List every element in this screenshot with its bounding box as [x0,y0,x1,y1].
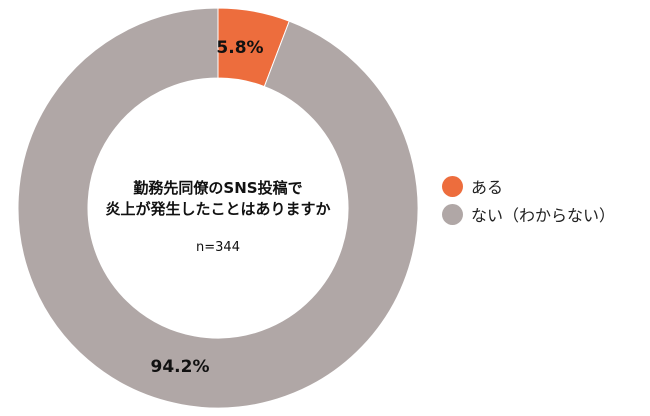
legend: ある ない（わからない） [442,172,615,228]
legend-label: ある [471,178,504,197]
data-label-0: 5.8% [216,38,263,58]
legend-item-yes: ある [442,172,615,200]
donut-slice-1 [17,7,419,409]
sample-size: n=344 [196,240,240,255]
chart-title-line-2: 炎上が発生したことはありますか [105,200,331,218]
legend-label: ない（わからない） [471,206,616,225]
chart-title: 勤務先同僚のSNS投稿で 炎上が発生したことはありますか [88,178,348,220]
data-label-1: 94.2% [151,357,210,377]
chart-title-line-1: 勤務先同僚のSNS投稿で [133,179,303,197]
legend-swatch [442,203,463,225]
legend-item-no: ない（わからない） [442,200,615,228]
legend-swatch [442,175,463,197]
